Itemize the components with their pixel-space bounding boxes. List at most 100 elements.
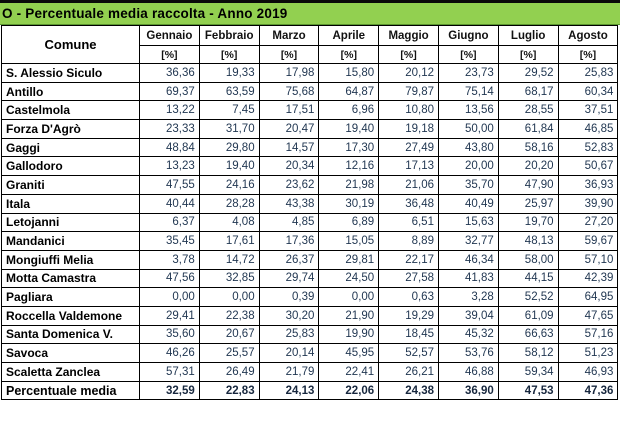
- value-cell: 24,16: [198, 175, 260, 195]
- value-cell: 15,05: [318, 231, 380, 251]
- value-cell: 29,41: [139, 305, 200, 326]
- value-cell: 48,13: [497, 231, 559, 251]
- column-unit-label: [%]: [198, 45, 260, 64]
- value-cell: 40,44: [139, 193, 200, 214]
- summary-cell: 24,13: [258, 380, 320, 401]
- value-cell: 39,90: [557, 193, 619, 214]
- value-cell: 8,89: [378, 231, 439, 251]
- value-cell: 0,00: [318, 287, 380, 307]
- percentuale-raccolta-table: Comune Gennaio Febbraio Marzo Aprile Mag…: [1, 25, 619, 401]
- value-cell: 53,76: [437, 343, 499, 363]
- value-cell: 43,80: [437, 137, 499, 158]
- column-header-month: Agosto: [557, 25, 619, 46]
- value-cell: 7,45: [198, 100, 260, 121]
- value-cell: 47,65: [557, 305, 619, 326]
- comune-cell: Mongiuffi Melia: [1, 249, 140, 270]
- table-row: Motta Camastra 47,56 32,85 29,74 24,50 27,58 4…: [1, 268, 619, 289]
- value-cell: 61,09: [497, 305, 559, 326]
- value-cell: 21,06: [378, 175, 439, 195]
- value-cell: 52,83: [557, 137, 619, 158]
- value-cell: 19,18: [378, 119, 439, 139]
- table-row: Savoca 46,26 25,57 20,14 45,95 52,57 53,76 58,1…: [1, 343, 619, 363]
- comune-cell: Itala: [1, 193, 140, 214]
- value-cell: 57,10: [557, 249, 619, 270]
- column-unit-label: [%]: [437, 45, 499, 64]
- value-cell: 0,00: [139, 287, 200, 307]
- table-row: Pagliara 0,00 0,00 0,39 0,00 0,63 3,28 52,52 64,…: [1, 287, 619, 307]
- value-cell: 20,14: [258, 343, 320, 363]
- comune-cell: Gaggi: [1, 137, 140, 158]
- table-row: Letojanni 6,37 4,08 4,85 6,89 6,51 15,63 19,70 2…: [1, 212, 619, 233]
- value-cell: 28,28: [198, 193, 260, 214]
- value-cell: 64,95: [557, 287, 619, 307]
- value-cell: 19,29: [378, 305, 439, 326]
- table-row: S. Alessio Siculo 36,36 19,33 17,98 15,80 20,…: [1, 63, 619, 83]
- table-row: Gaggi 48,84 29,80 14,57 17,30 27,49 43,80 58,16…: [1, 137, 619, 158]
- column-unit-label: [%]: [497, 45, 559, 64]
- value-cell: 6,89: [318, 212, 380, 233]
- comune-cell: Antillo: [1, 81, 140, 102]
- value-cell: 10,80: [378, 100, 439, 121]
- value-cell: 25,83: [258, 324, 320, 345]
- value-cell: 13,23: [139, 156, 200, 177]
- value-cell: 47,56: [139, 268, 200, 289]
- value-cell: 32,85: [198, 268, 260, 289]
- value-cell: 44,15: [497, 268, 559, 289]
- value-cell: 68,17: [497, 81, 559, 102]
- value-cell: 3,28: [437, 287, 499, 307]
- column-unit-label: [%]: [258, 45, 320, 64]
- value-cell: 75,14: [437, 81, 499, 102]
- value-cell: 6,51: [378, 212, 439, 233]
- value-cell: 0,63: [378, 287, 439, 307]
- value-cell: 25,57: [198, 343, 260, 363]
- value-cell: 31,70: [198, 119, 260, 139]
- value-cell: 39,04: [437, 305, 499, 326]
- comune-cell: Mandanici: [1, 231, 140, 251]
- column-unit-label: [%]: [318, 45, 380, 64]
- value-cell: 58,12: [497, 343, 559, 363]
- value-cell: 19,40: [198, 156, 260, 177]
- value-cell: 17,13: [378, 156, 439, 177]
- comune-cell: Gallodoro: [1, 156, 140, 177]
- column-header-comune: Comune: [1, 25, 140, 64]
- summary-cell: 47,53: [497, 380, 559, 401]
- summary-cell: 22,83: [198, 380, 260, 401]
- value-cell: 30,20: [258, 305, 320, 326]
- value-cell: 22,41: [318, 362, 380, 382]
- value-cell: 57,31: [139, 362, 200, 382]
- value-cell: 14,72: [198, 249, 260, 270]
- value-cell: 46,34: [437, 249, 499, 270]
- value-cell: 45,95: [318, 343, 380, 363]
- value-cell: 69,37: [139, 81, 200, 102]
- summary-cell: 47,36: [557, 380, 619, 401]
- value-cell: 46,85: [557, 119, 619, 139]
- value-cell: 29,80: [198, 137, 260, 158]
- value-cell: 25,97: [497, 193, 559, 214]
- value-cell: 13,22: [139, 100, 200, 121]
- comune-cell: Scaletta Zanclea: [1, 362, 140, 382]
- report-title: O - Percentuale media raccolta - Anno 20…: [2, 6, 288, 21]
- value-cell: 14,57: [258, 137, 320, 158]
- value-cell: 32,77: [437, 231, 499, 251]
- value-cell: 20,47: [258, 119, 320, 139]
- summary-cell: 36,90: [437, 380, 499, 401]
- value-cell: 58,16: [497, 137, 559, 158]
- value-cell: 47,55: [139, 175, 200, 195]
- column-header-month: Marzo: [258, 25, 320, 46]
- value-cell: 23,33: [139, 119, 200, 139]
- table-row: Mandanici 35,45 17,61 17,36 15,05 8,89 32,77 48…: [1, 231, 619, 251]
- comune-cell: Santa Domenica V.: [1, 324, 140, 345]
- value-cell: 66,63: [497, 324, 559, 345]
- value-cell: 50,00: [437, 119, 499, 139]
- value-cell: 21,98: [318, 175, 380, 195]
- value-cell: 26,21: [378, 362, 439, 382]
- value-cell: 19,40: [318, 119, 380, 139]
- value-cell: 50,67: [557, 156, 619, 177]
- value-cell: 29,52: [497, 63, 559, 83]
- value-cell: 4,08: [198, 212, 260, 233]
- column-unit-label: [%]: [378, 45, 439, 64]
- value-cell: 20,00: [437, 156, 499, 177]
- value-cell: 27,58: [378, 268, 439, 289]
- table-row: Roccella Valdemone 29,41 22,38 30,20 21,90 19…: [1, 305, 619, 326]
- column-unit-label: [%]: [139, 45, 200, 64]
